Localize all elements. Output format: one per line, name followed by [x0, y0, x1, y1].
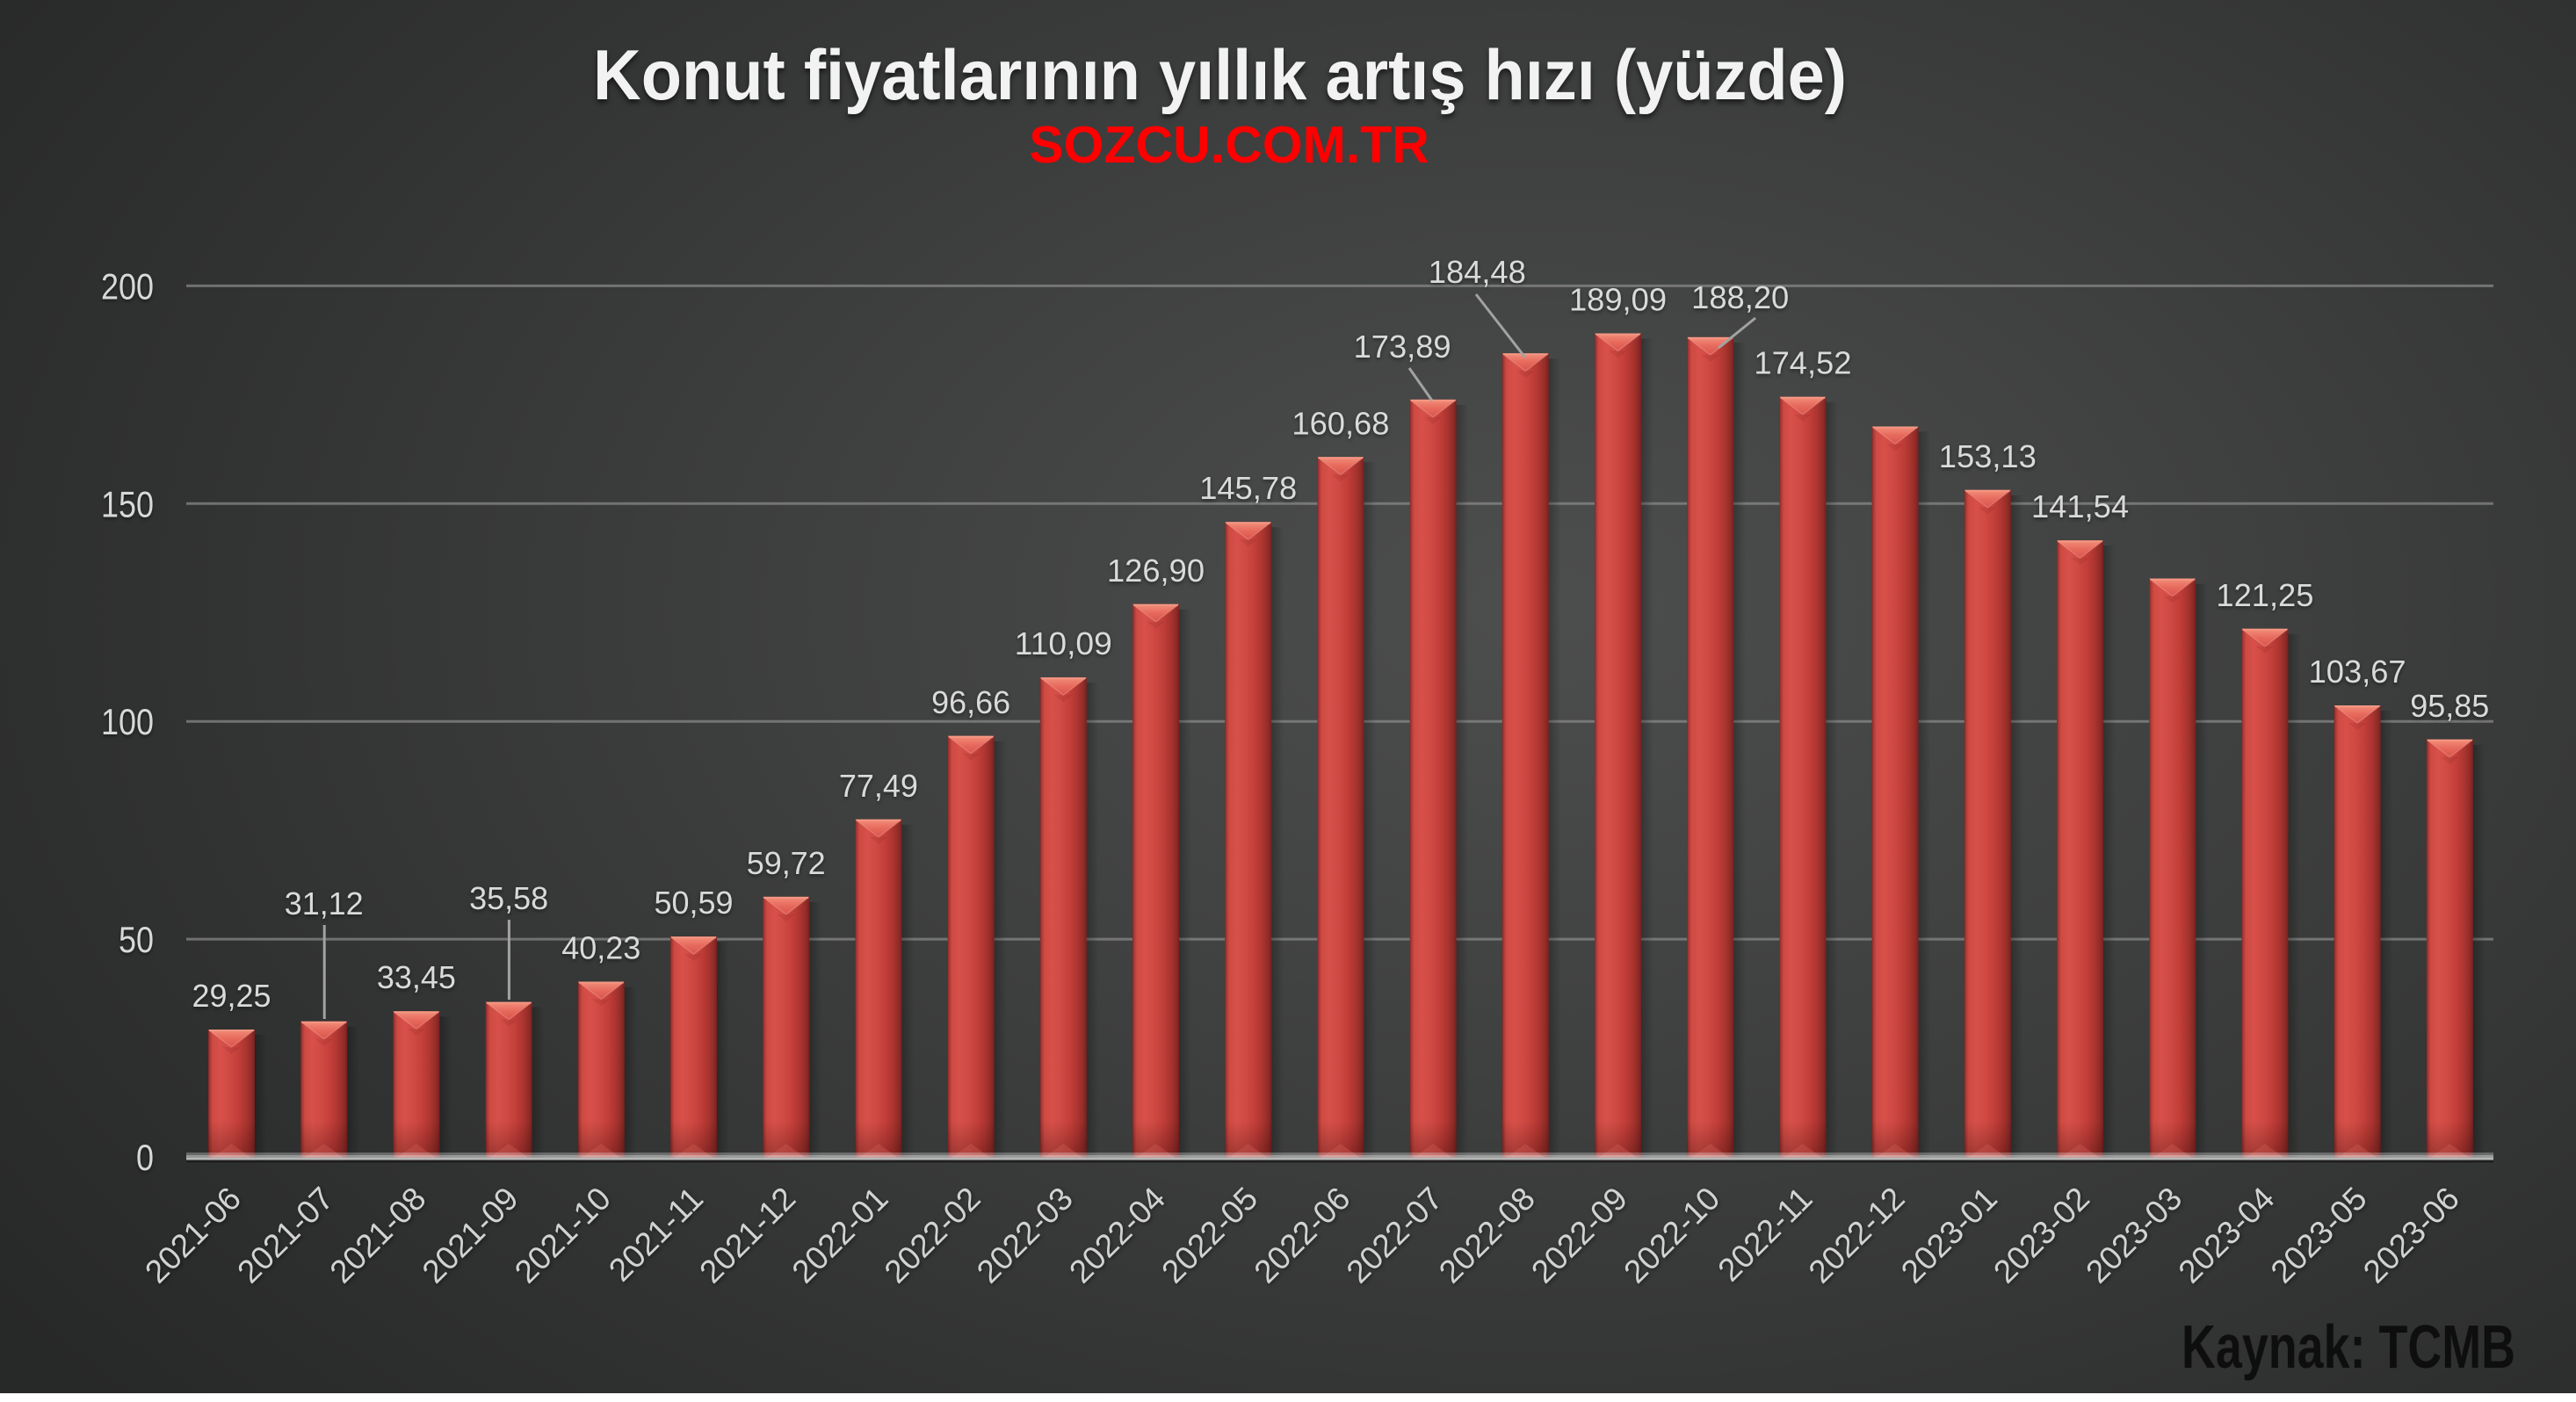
svg-text:141,54: 141,54 [2031, 488, 2129, 524]
svg-text:40,23: 40,23 [561, 930, 640, 966]
svg-text:SOZCU.COM.TR: SOZCU.COM.TR [1029, 116, 1429, 174]
svg-text:145,78: 145,78 [1199, 470, 1297, 506]
svg-text:188,20: 188,20 [1691, 279, 1789, 315]
svg-text:31,12: 31,12 [285, 885, 364, 921]
svg-text:200: 200 [101, 265, 154, 307]
svg-text:184,48: 184,48 [1429, 254, 1526, 290]
svg-text:0: 0 [136, 1137, 154, 1178]
svg-text:174,52: 174,52 [1754, 345, 1851, 381]
svg-text:33,45: 33,45 [377, 959, 456, 995]
svg-text:173,89: 173,89 [1354, 329, 1451, 365]
svg-text:50,59: 50,59 [655, 885, 734, 921]
svg-text:96,66: 96,66 [931, 684, 1010, 720]
svg-text:35,58: 35,58 [469, 880, 548, 916]
svg-text:160,68: 160,68 [1292, 405, 1389, 441]
svg-text:95,85: 95,85 [2410, 688, 2489, 724]
svg-text:153,13: 153,13 [1939, 438, 2037, 474]
svg-text:50: 50 [119, 919, 154, 960]
svg-text:126,90: 126,90 [1107, 553, 1205, 589]
svg-text:100: 100 [101, 701, 154, 742]
svg-text:150: 150 [101, 483, 154, 524]
svg-text:59,72: 59,72 [747, 845, 826, 881]
svg-text:Konut fiyatlarının yıllık artı: Konut fiyatlarının yıllık artış hızı (yü… [593, 36, 1847, 115]
svg-text:110,09: 110,09 [1015, 625, 1112, 661]
svg-text:77,49: 77,49 [839, 768, 918, 804]
svg-text:103,67: 103,67 [2309, 654, 2406, 690]
svg-text:29,25: 29,25 [192, 978, 271, 1014]
svg-text:Kaynak: TCMB: Kaynak: TCMB [2182, 1312, 2515, 1381]
svg-text:121,25: 121,25 [2216, 577, 2313, 613]
svg-text:189,09: 189,09 [1569, 282, 1667, 318]
